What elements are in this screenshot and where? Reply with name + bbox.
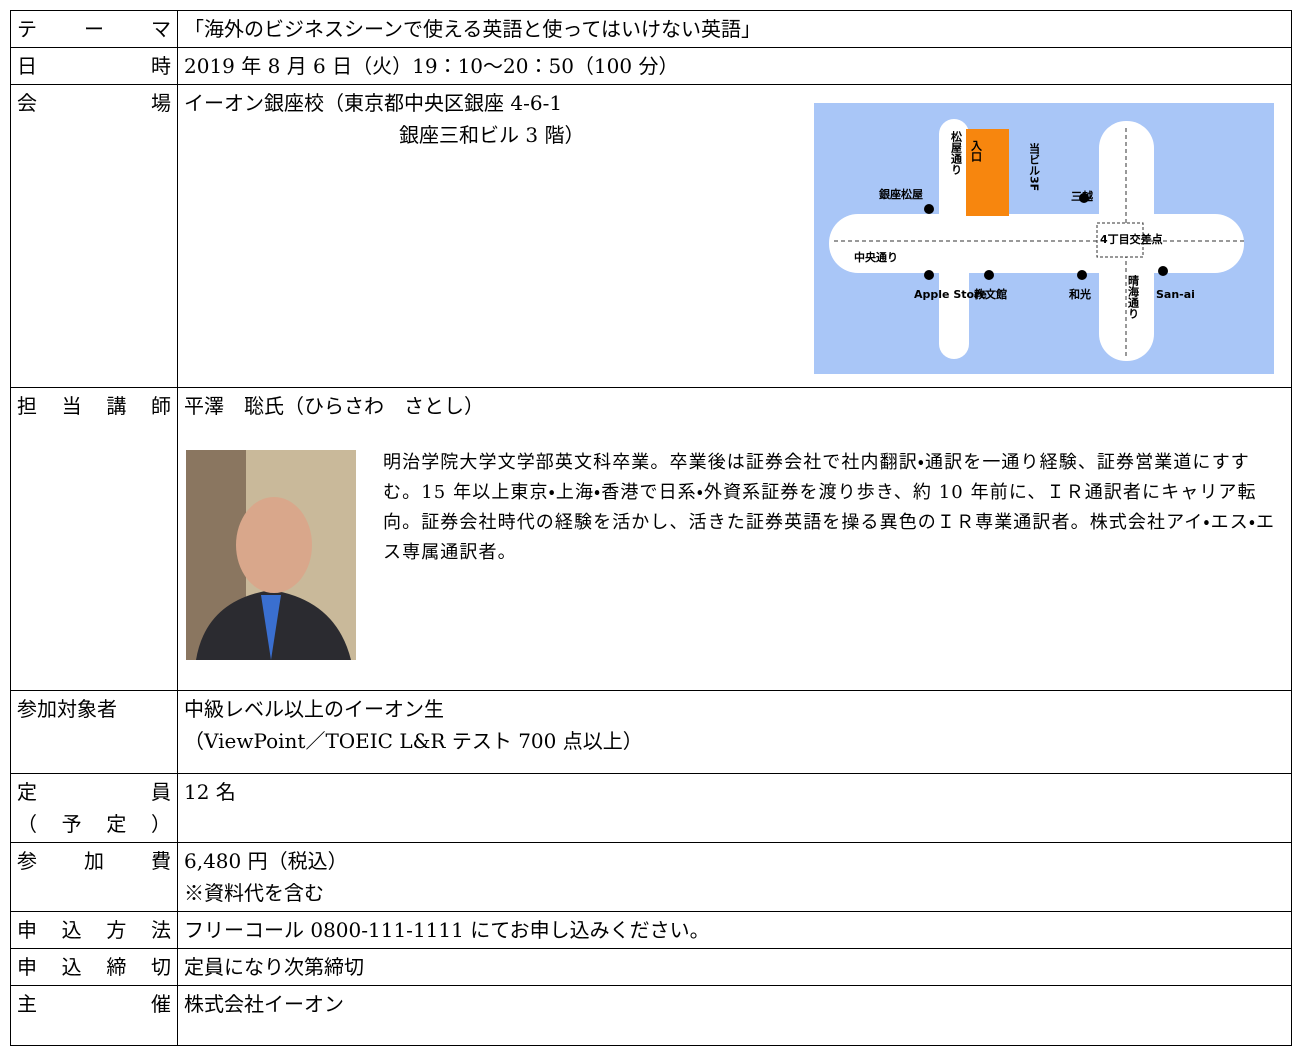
instructor-bio: 明治学院大学文学部英文科卒業。卒業後は証券会社で社内翻訳・通訳を一通り経験、証券… — [383, 452, 1276, 563]
map-label: 中央通り — [854, 250, 898, 264]
value-line: 6,480 円（税込） — [184, 849, 348, 873]
label: テーマ — [17, 17, 171, 41]
value: フリーコール 0800-111-1111 にてお申し込みください。 — [177, 911, 1292, 949]
instructor-photo — [186, 450, 356, 660]
map-label: 教文館 — [973, 287, 1007, 301]
label: 会場 — [17, 91, 171, 115]
label: 参加費 — [17, 849, 171, 873]
value-line: 中級レベル以上のイーオン生 — [184, 697, 444, 721]
value: 12 名 — [177, 773, 1292, 843]
value-line: （ViewPoint／TOEIC L&R テスト 700 点以上） — [184, 729, 643, 753]
map-label: 松屋通り — [950, 130, 963, 175]
map-label: 銀座松屋 — [878, 187, 923, 201]
value: 「海外のビジネスシーンで使える英語と使ってはいけない英語」 — [177, 10, 1292, 48]
label: 参加対象者 — [17, 697, 117, 721]
label: 担当講師 — [17, 394, 171, 418]
value: 株式会社イーオン — [177, 985, 1292, 1046]
label: 定員 — [17, 780, 171, 804]
label: 申込締切 — [17, 955, 171, 979]
map-label: 和光 — [1069, 287, 1091, 301]
sublabel: （予定） — [17, 812, 171, 836]
value-line: 銀座三和ビル 3 階） — [399, 123, 585, 147]
label: 日時 — [17, 54, 171, 78]
map-label: 晴海通り — [1127, 274, 1140, 319]
label: 主催 — [17, 992, 171, 1016]
map: 松屋通り 入口 当ビル3F 銀座松屋 三越 4丁目交差点 中央通り Apple … — [814, 103, 1274, 374]
label: 申込方法 — [17, 918, 171, 942]
map-label: 当ビル3F — [1028, 142, 1041, 191]
map-label: 入口 — [970, 140, 984, 163]
value: 定員になり次第締切 — [177, 948, 1292, 986]
value-line: イーオン銀座校（東京都中央区銀座 4-6-1 — [184, 91, 563, 115]
value-line: ※資料代を含む — [184, 881, 324, 905]
map-label: Apple Store — [914, 288, 987, 301]
value: 2019 年 8 月 6 日（火）19：10～20：50（100 分） — [177, 47, 1292, 85]
map-label: San-ai — [1156, 288, 1195, 301]
event-table: テーマ 「海外のビジネスシーンで使える英語と使ってはいけない英語」 日時 2019 … — [10, 10, 1292, 1046]
map-label: 4丁目交差点 — [1100, 232, 1163, 246]
map-label: 三越 — [1071, 189, 1094, 203]
instructor-name: 平澤 聡氏（ひらさわ さとし） — [184, 394, 484, 418]
